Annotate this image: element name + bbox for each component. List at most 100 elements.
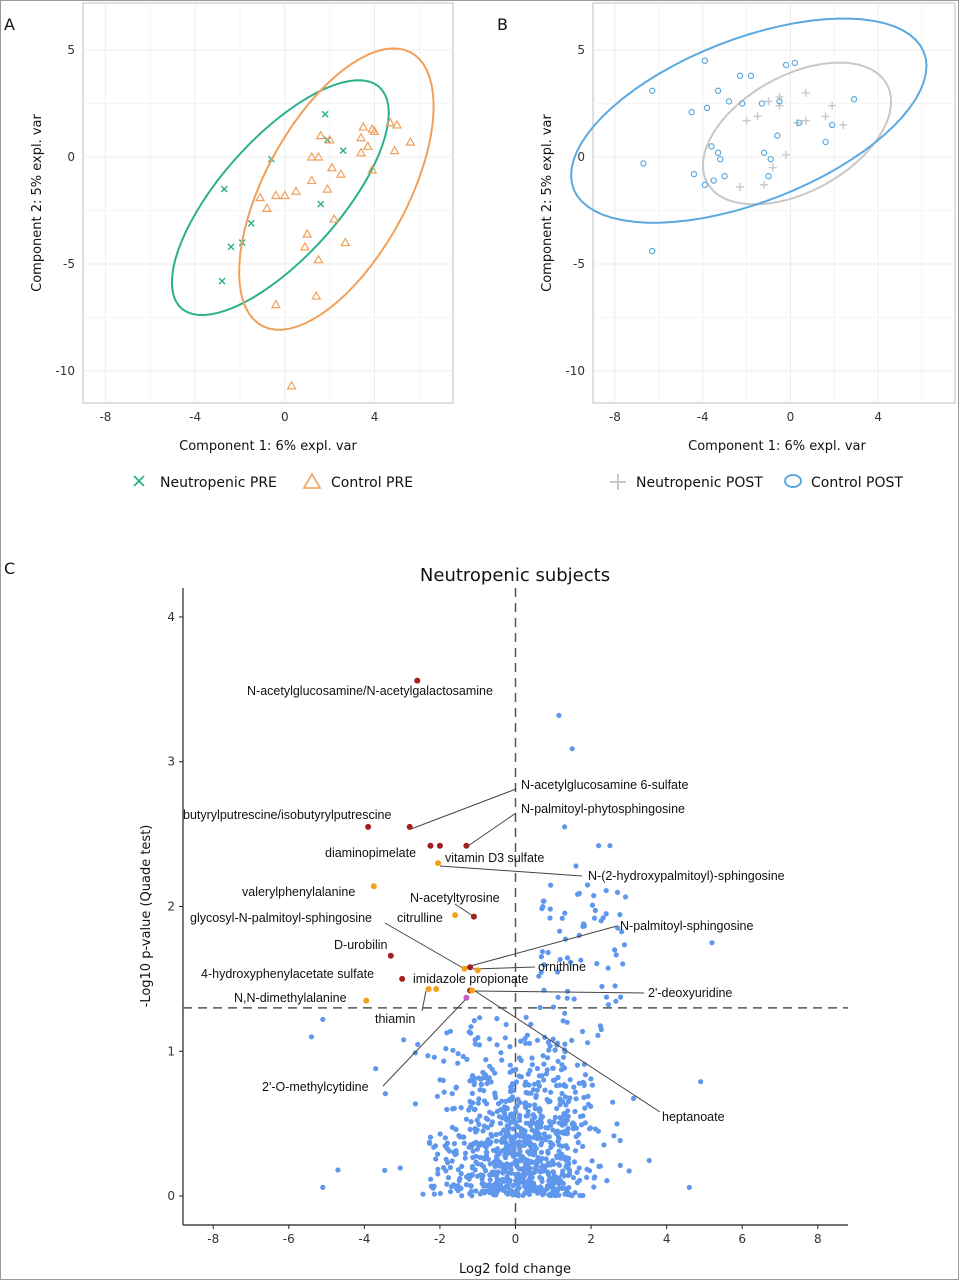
- label-leader-line: [474, 990, 645, 994]
- notable-point: [686, 1184, 692, 1190]
- background-point: [459, 1163, 465, 1169]
- background-point: [529, 1062, 536, 1068]
- background-point: [503, 1184, 509, 1190]
- panel-a: -8 -4 0 450-5-10 Component 1: 6% expl. var …: [30, 2, 454, 454]
- background-point: [591, 1184, 597, 1190]
- triangle-marker-point: [290, 186, 302, 195]
- circle-marker-point: [850, 96, 858, 103]
- background-point: [523, 1120, 529, 1126]
- background-point: [556, 1175, 562, 1181]
- highlighted-point: [467, 964, 474, 971]
- significant-up-point: [568, 959, 574, 965]
- significant-up-point: [598, 918, 604, 924]
- background-point: [497, 1120, 503, 1126]
- background-point: [547, 1118, 553, 1124]
- significant-up-point: [562, 910, 568, 916]
- background-point: [473, 1153, 479, 1159]
- highlighted-point: [406, 823, 413, 830]
- background-point: [536, 1105, 543, 1112]
- background-point: [497, 1163, 503, 1169]
- background-point: [597, 1163, 604, 1169]
- background-point: [500, 1138, 506, 1144]
- background-point: [493, 1095, 499, 1101]
- label-leader-line: [439, 865, 583, 877]
- background-point: [589, 1082, 596, 1088]
- x-marker-point: [317, 200, 325, 208]
- background-point: [505, 1145, 511, 1151]
- background-point: [476, 1075, 482, 1081]
- circle-marker-point: [649, 247, 656, 255]
- legend-b: Neutropenic POST Control POST: [610, 474, 903, 491]
- point-label: imidazole propionate: [413, 972, 528, 986]
- triangle-marker-point: [356, 147, 367, 157]
- background-point: [513, 1109, 519, 1115]
- background-point: [505, 1123, 512, 1129]
- background-point: [498, 1050, 504, 1056]
- background-point: [533, 1120, 539, 1127]
- background-point: [481, 1075, 487, 1081]
- significant-up-point: [548, 882, 554, 888]
- background-point: [453, 1148, 459, 1154]
- circle-marker-point: [796, 119, 803, 126]
- background-point: [508, 1119, 514, 1126]
- highlighted-point: [436, 842, 443, 849]
- notable-point: [573, 863, 579, 869]
- circle-marker-point: [776, 98, 783, 105]
- background-point: [522, 1190, 528, 1196]
- x-stroke: [321, 110, 329, 118]
- background-point: [503, 1132, 509, 1138]
- triangle-marker-point: [313, 254, 324, 264]
- circle-marker-point: [774, 132, 781, 139]
- notable-point: [603, 887, 609, 894]
- background-point: [458, 1171, 464, 1177]
- background-point: [571, 1159, 578, 1165]
- significant-up-point: [605, 965, 611, 971]
- background-point: [587, 1125, 594, 1131]
- notable-point: [596, 843, 602, 849]
- background-point: [575, 1139, 581, 1146]
- notable-point: [556, 712, 562, 719]
- plus-marker-point: [768, 163, 777, 172]
- x-marker-icon: [133, 475, 145, 487]
- background-point: [415, 1041, 421, 1047]
- background-point: [488, 1079, 494, 1085]
- highlighted-point: [435, 860, 442, 867]
- background-point: [559, 1062, 565, 1068]
- background-point: [513, 1171, 519, 1178]
- background-point: [531, 1081, 538, 1087]
- label-leader-line: [464, 812, 517, 849]
- background-point: [489, 1111, 496, 1117]
- background-point: [544, 1183, 551, 1189]
- background-point: [450, 1047, 456, 1053]
- label-leader-line: [472, 966, 536, 970]
- background-point: [544, 1067, 550, 1073]
- point-label: valerylphenylalanine: [242, 885, 355, 899]
- background-point: [469, 1163, 476, 1170]
- background-point: [566, 1185, 572, 1191]
- background-point: [523, 1014, 529, 1020]
- background-point: [534, 1037, 541, 1043]
- background-point: [577, 1113, 584, 1120]
- point-label: ornithine: [538, 960, 586, 974]
- background-point: [548, 1162, 554, 1168]
- background-point: [582, 1072, 589, 1078]
- highlighted-point: [414, 677, 421, 684]
- triangle-marker-point: [270, 299, 281, 309]
- background-point: [563, 1102, 569, 1108]
- x-tick-label-c: 4: [663, 1232, 671, 1246]
- background-point: [559, 1171, 565, 1177]
- background-point: [483, 1057, 489, 1063]
- background-point: [588, 1076, 594, 1082]
- background-point: [554, 1105, 560, 1112]
- background-point: [508, 1170, 515, 1176]
- background-point: [431, 1144, 437, 1150]
- circle-marker-point: [701, 181, 709, 189]
- highlighted-point: [387, 952, 394, 959]
- y-tick-label-c: 3: [167, 755, 175, 769]
- significant-up-point: [538, 954, 545, 960]
- background-point: [562, 1041, 568, 1047]
- background-point: [469, 1172, 475, 1179]
- significant-up-point: [565, 988, 571, 994]
- circle-marker-point: [714, 87, 722, 94]
- x-tick-label-c: 8: [814, 1232, 822, 1246]
